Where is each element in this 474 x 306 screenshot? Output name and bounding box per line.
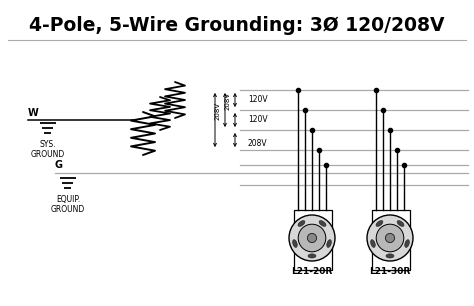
Text: 120V: 120V <box>248 95 268 105</box>
Bar <box>372 210 410 270</box>
Circle shape <box>385 233 394 243</box>
Circle shape <box>308 233 317 243</box>
Text: G: G <box>55 160 63 170</box>
Ellipse shape <box>386 254 394 258</box>
Ellipse shape <box>405 240 410 248</box>
Ellipse shape <box>319 221 326 226</box>
Text: 4-Pole, 5-Wire Grounding: 3Ø 120/208V: 4-Pole, 5-Wire Grounding: 3Ø 120/208V <box>29 16 445 35</box>
Text: 208V: 208V <box>215 102 221 120</box>
Text: EQUIP.
GROUND: EQUIP. GROUND <box>51 195 85 215</box>
Ellipse shape <box>376 221 383 226</box>
Ellipse shape <box>327 240 331 248</box>
Circle shape <box>367 215 413 261</box>
Circle shape <box>289 215 335 261</box>
Ellipse shape <box>298 221 305 226</box>
Text: SYS.
GROUND: SYS. GROUND <box>31 140 65 159</box>
Text: 208V: 208V <box>248 139 268 147</box>
Text: L21-20R: L21-20R <box>292 267 333 276</box>
Circle shape <box>298 224 326 252</box>
Ellipse shape <box>308 254 316 258</box>
Text: 120V: 120V <box>248 115 268 125</box>
Circle shape <box>376 224 404 252</box>
Text: L21-30R: L21-30R <box>369 267 410 276</box>
Ellipse shape <box>292 240 297 248</box>
Text: W: W <box>28 108 39 118</box>
Bar <box>294 210 332 270</box>
Text: 208V: 208V <box>225 92 231 110</box>
Ellipse shape <box>397 221 404 226</box>
Ellipse shape <box>371 240 375 248</box>
